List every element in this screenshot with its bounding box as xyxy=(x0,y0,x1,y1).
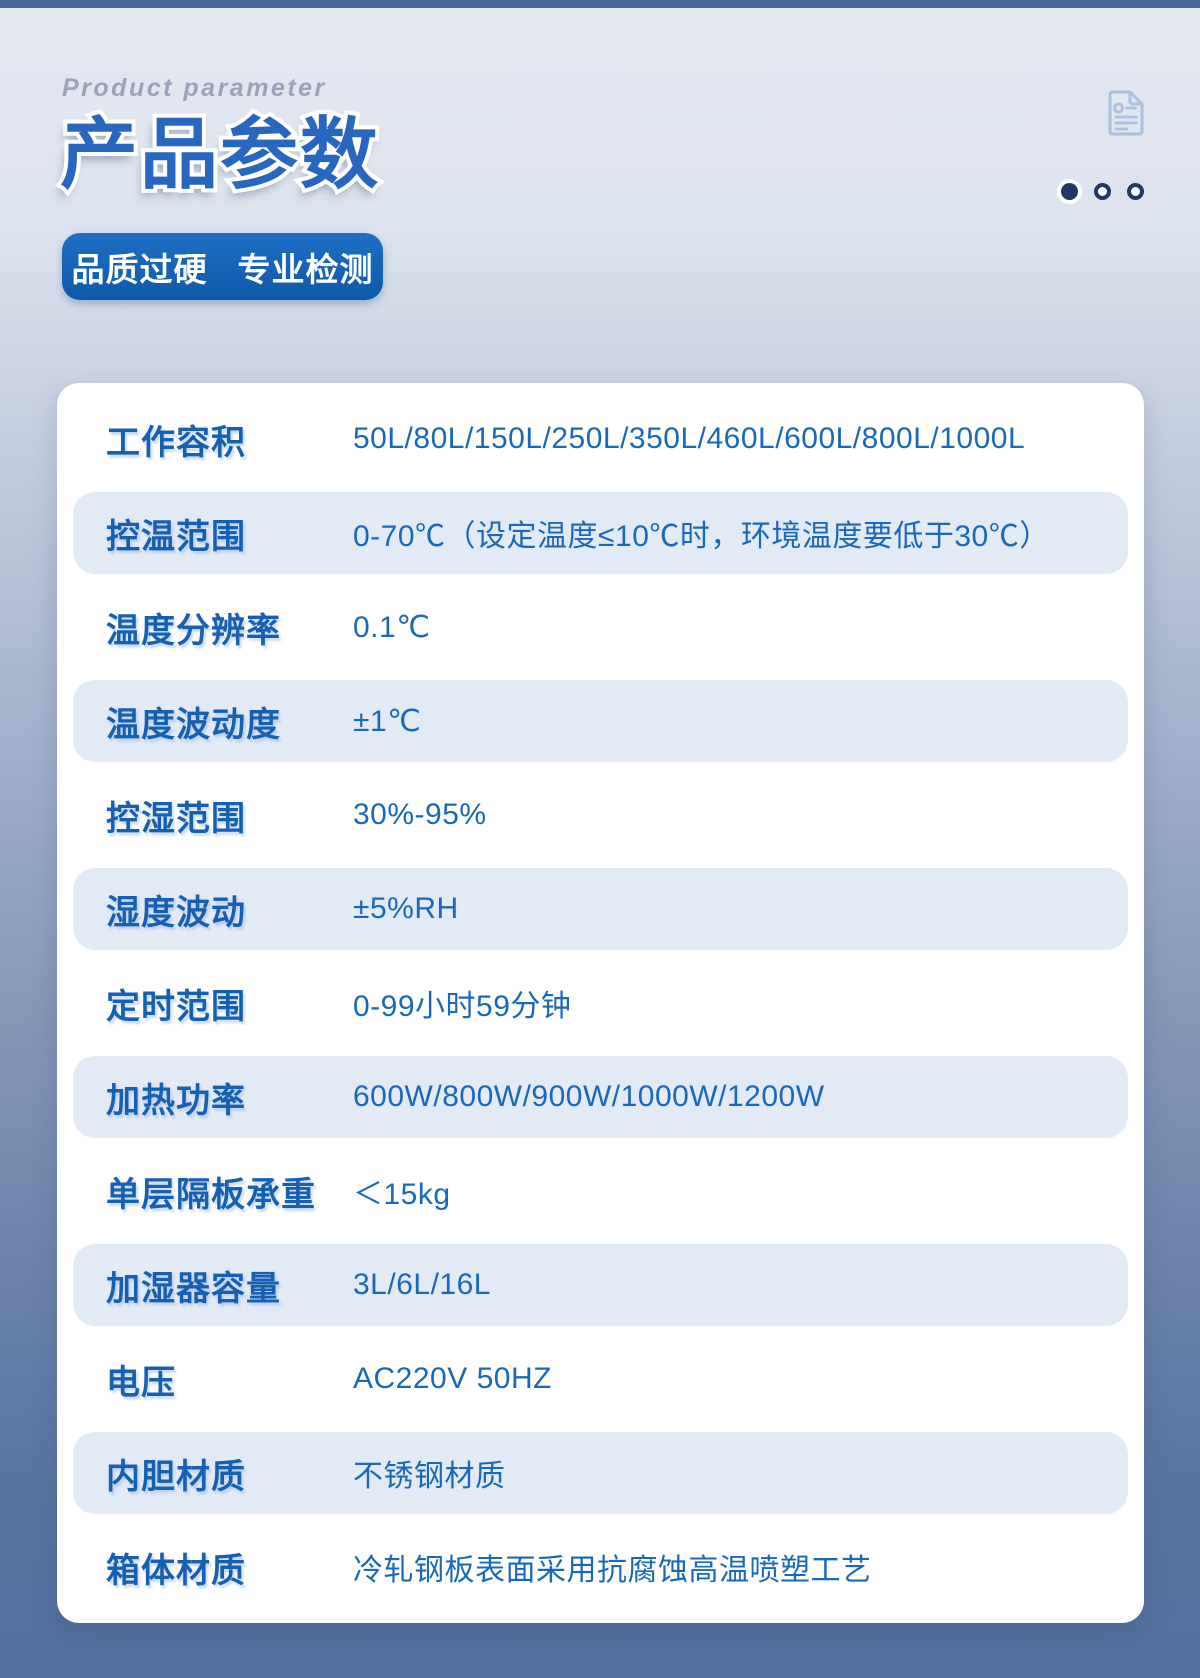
quality-badge-label-1: 品质过硬 xyxy=(71,250,208,288)
table-row: 加湿器容量 3L/6L/16L xyxy=(73,1244,1128,1326)
row-value: 3L/6L/16L xyxy=(353,1268,491,1301)
table-row: 控湿范围 30%-95% xyxy=(73,774,1128,856)
row-value: 50L/80L/150L/250L/350L/460L/600L/800L/10… xyxy=(353,422,1026,455)
row-label: 加热功率 xyxy=(106,1081,246,1120)
row-label: 工作容积 xyxy=(106,423,246,462)
table-row: 温度波动度 ±1℃ xyxy=(73,680,1128,762)
parameters-card: 工作容积 50L/80L/150L/250L/350L/460L/600L/800… xyxy=(57,383,1144,1623)
pagination-dot-active[interactable] xyxy=(1061,183,1078,200)
document-icon xyxy=(1108,90,1144,136)
pagination-dot[interactable] xyxy=(1094,183,1111,200)
row-label: 定时范围 xyxy=(106,987,246,1026)
row-value: 0.1℃ xyxy=(353,610,431,644)
row-value: 0-99小时59分钟 xyxy=(353,990,572,1023)
table-row: 加热功率 600W/800W/900W/1000W/1200W xyxy=(73,1056,1128,1138)
row-label: 控湿范围 xyxy=(106,799,246,838)
row-value: 冷轧钢板表面采用抗腐蚀高温喷塑工艺 xyxy=(353,1554,872,1587)
table-row: 控温范围 0-70℃（设定温度≤10℃时，环境温度要低于30℃） xyxy=(73,492,1128,574)
pagination-dot[interactable] xyxy=(1127,183,1144,200)
table-row: 电压 AC220V 50HZ xyxy=(73,1338,1128,1420)
table-row: 内胆材质 不锈钢材质 xyxy=(73,1432,1128,1514)
row-value: 30%-95% xyxy=(353,798,487,831)
table-row: 箱体材质 冷轧钢板表面采用抗腐蚀高温喷塑工艺 xyxy=(73,1526,1128,1608)
row-value: ±1℃ xyxy=(353,704,422,738)
row-label: 单层隔板承重 xyxy=(106,1175,316,1214)
row-label: 温度分辨率 xyxy=(106,611,281,650)
row-value: ±5%RH xyxy=(353,892,459,925)
table-row: 定时范围 0-99小时59分钟 xyxy=(73,962,1128,1044)
table-row: 工作容积 50L/80L/150L/250L/350L/460L/600L/800… xyxy=(73,398,1128,480)
row-value: ＜15kg xyxy=(353,1178,451,1211)
row-value: 0-70℃（设定温度≤10℃时，环境温度要低于30℃） xyxy=(353,520,1050,553)
row-label: 电压 xyxy=(106,1363,176,1402)
row-label: 箱体材质 xyxy=(106,1551,246,1590)
row-label: 温度波动度 xyxy=(106,705,281,744)
page-title-outline: 产品参数 xyxy=(56,106,382,202)
page-title: 产品参数 xyxy=(60,110,381,198)
row-value: 不锈钢材质 xyxy=(353,1460,506,1493)
top-divider-band xyxy=(0,0,1200,8)
row-label: 湿度波动 xyxy=(106,893,246,932)
table-row: 温度分辨率 0.1℃ xyxy=(73,586,1128,668)
row-label: 内胆材质 xyxy=(106,1457,246,1496)
quality-badge: 品质过硬 专业检测 xyxy=(62,233,383,300)
row-value: AC220V 50HZ xyxy=(353,1362,552,1395)
row-label: 加湿器容量 xyxy=(106,1269,281,1308)
table-row: 单层隔板承重 ＜15kg xyxy=(73,1150,1128,1232)
row-label: 控温范围 xyxy=(106,517,246,556)
subtitle-english: Product parameter xyxy=(62,74,327,102)
quality-badge-label-2: 专业检测 xyxy=(237,250,374,288)
page-title-wrap: 产品参数 产品参数 xyxy=(56,106,382,202)
table-row: 湿度波动 ±5%RH xyxy=(73,868,1128,950)
carousel-pagination xyxy=(1061,183,1144,200)
row-value: 600W/800W/900W/1000W/1200W xyxy=(353,1080,825,1113)
